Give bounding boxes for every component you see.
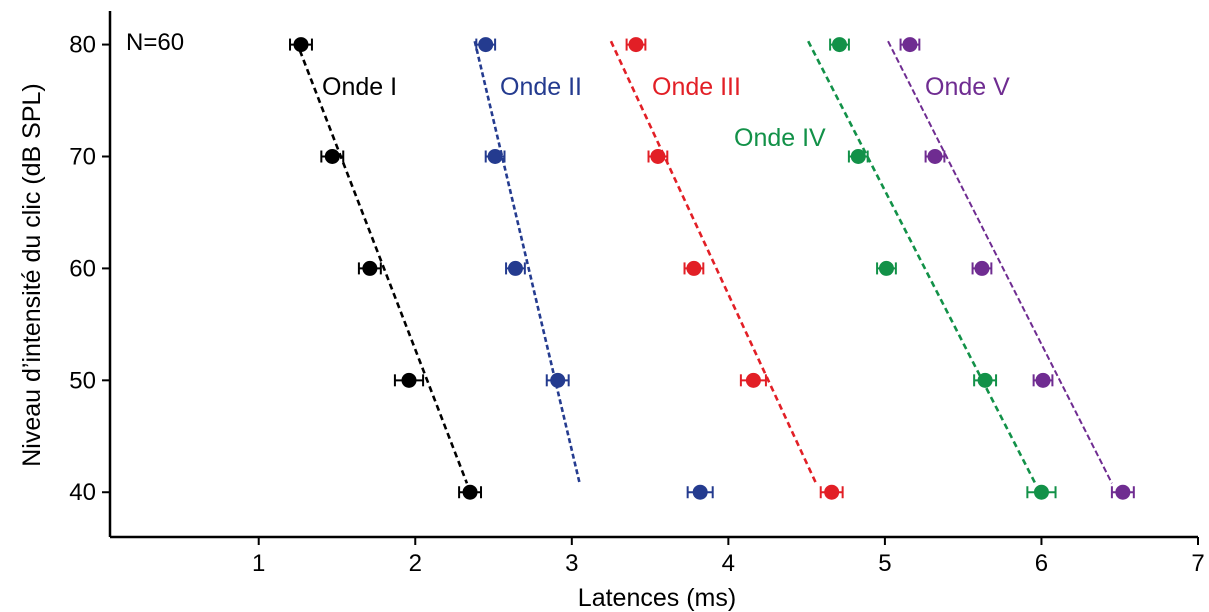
point-marker xyxy=(832,37,848,53)
data-point-onde-5 xyxy=(899,37,921,53)
point-marker xyxy=(650,148,666,164)
x-tick-label: 6 xyxy=(1035,550,1048,577)
x-tick-label: 1 xyxy=(252,550,265,577)
y-tick-label: 80 xyxy=(69,32,96,59)
data-point-onde-3 xyxy=(683,260,705,276)
series-label-onde-5: Onde V xyxy=(925,73,1010,101)
point-marker xyxy=(745,372,761,388)
data-point-onde-2 xyxy=(686,484,714,500)
data-point-onde-1 xyxy=(357,260,382,276)
x-tick-label: 4 xyxy=(722,550,735,577)
axes xyxy=(108,11,1198,539)
data-points xyxy=(289,37,1135,500)
data-point-onde-5 xyxy=(1110,484,1135,500)
point-marker xyxy=(850,148,866,164)
data-point-onde-4 xyxy=(1026,484,1057,500)
point-marker xyxy=(974,260,990,276)
data-point-onde-3 xyxy=(647,148,669,164)
y-tick-label: 40 xyxy=(69,479,96,506)
point-marker xyxy=(507,260,523,276)
fit-line-onde-4 xyxy=(807,40,1037,484)
y-axis-ticks: 40 50 60 70 80 xyxy=(69,32,110,506)
point-marker xyxy=(927,148,943,164)
point-marker xyxy=(824,484,840,500)
data-point-onde-3 xyxy=(819,484,844,500)
point-marker xyxy=(293,37,309,53)
point-marker xyxy=(1035,372,1051,388)
series-label-onde-1: Onde I xyxy=(322,73,397,101)
y-tick-label: 70 xyxy=(69,143,96,170)
data-point-onde-4 xyxy=(829,37,850,53)
point-marker xyxy=(1033,484,1049,500)
series-label-onde-4: Onde IV xyxy=(734,124,826,152)
data-point-onde-5 xyxy=(924,148,946,164)
point-marker xyxy=(686,260,702,276)
point-marker xyxy=(692,484,708,500)
data-point-onde-1 xyxy=(320,148,345,164)
point-marker xyxy=(362,260,378,276)
x-tick-label: 5 xyxy=(878,550,891,577)
x-axis-title: Latences (ms) xyxy=(578,584,736,612)
point-marker xyxy=(1115,484,1131,500)
series-label-onde-2: Onde II xyxy=(500,73,582,101)
y-tick-label: 60 xyxy=(69,255,96,282)
point-marker xyxy=(462,484,478,500)
data-point-onde-4 xyxy=(847,148,869,164)
point-marker xyxy=(324,148,340,164)
point-marker xyxy=(628,37,644,53)
point-marker xyxy=(977,372,993,388)
x-tick-label: 7 xyxy=(1191,550,1204,577)
data-point-onde-2 xyxy=(545,372,570,388)
data-point-onde-1 xyxy=(289,37,313,53)
fit-line-onde-3 xyxy=(609,40,818,484)
x-tick-label: 2 xyxy=(409,550,422,577)
data-point-onde-3 xyxy=(739,372,767,388)
point-marker xyxy=(550,372,566,388)
fit-line-onde-2 xyxy=(473,40,581,484)
fit-lines xyxy=(295,40,1113,484)
y-tick-label: 50 xyxy=(69,367,96,394)
point-marker xyxy=(902,37,918,53)
sample-size-annotation: N=60 xyxy=(126,29,184,56)
point-marker xyxy=(478,37,494,53)
data-point-onde-1 xyxy=(393,372,425,388)
y-axis-title: Niveau d’intensité du clic (dB SPL) xyxy=(18,83,46,467)
point-marker xyxy=(878,260,894,276)
series-labels: Onde I Onde II Onde III Onde IV Onde V xyxy=(322,73,1010,152)
data-point-onde-2 xyxy=(484,148,506,164)
data-point-onde-2 xyxy=(505,260,526,276)
fit-line-onde-5 xyxy=(887,40,1113,484)
data-point-onde-5 xyxy=(971,260,993,276)
data-point-onde-1 xyxy=(458,484,483,500)
point-marker xyxy=(401,372,417,388)
fit-line-onde-1 xyxy=(295,40,469,484)
point-marker xyxy=(487,148,503,164)
data-point-onde-4 xyxy=(876,260,897,276)
x-axis-ticks: 1 2 3 4 5 6 7 xyxy=(252,537,1205,577)
x-tick-label: 3 xyxy=(565,550,578,577)
data-point-onde-4 xyxy=(973,372,998,388)
data-point-onde-5 xyxy=(1032,372,1054,388)
data-point-onde-2 xyxy=(475,37,497,53)
data-point-onde-3 xyxy=(625,37,647,53)
series-label-onde-3: Onde III xyxy=(652,73,741,101)
